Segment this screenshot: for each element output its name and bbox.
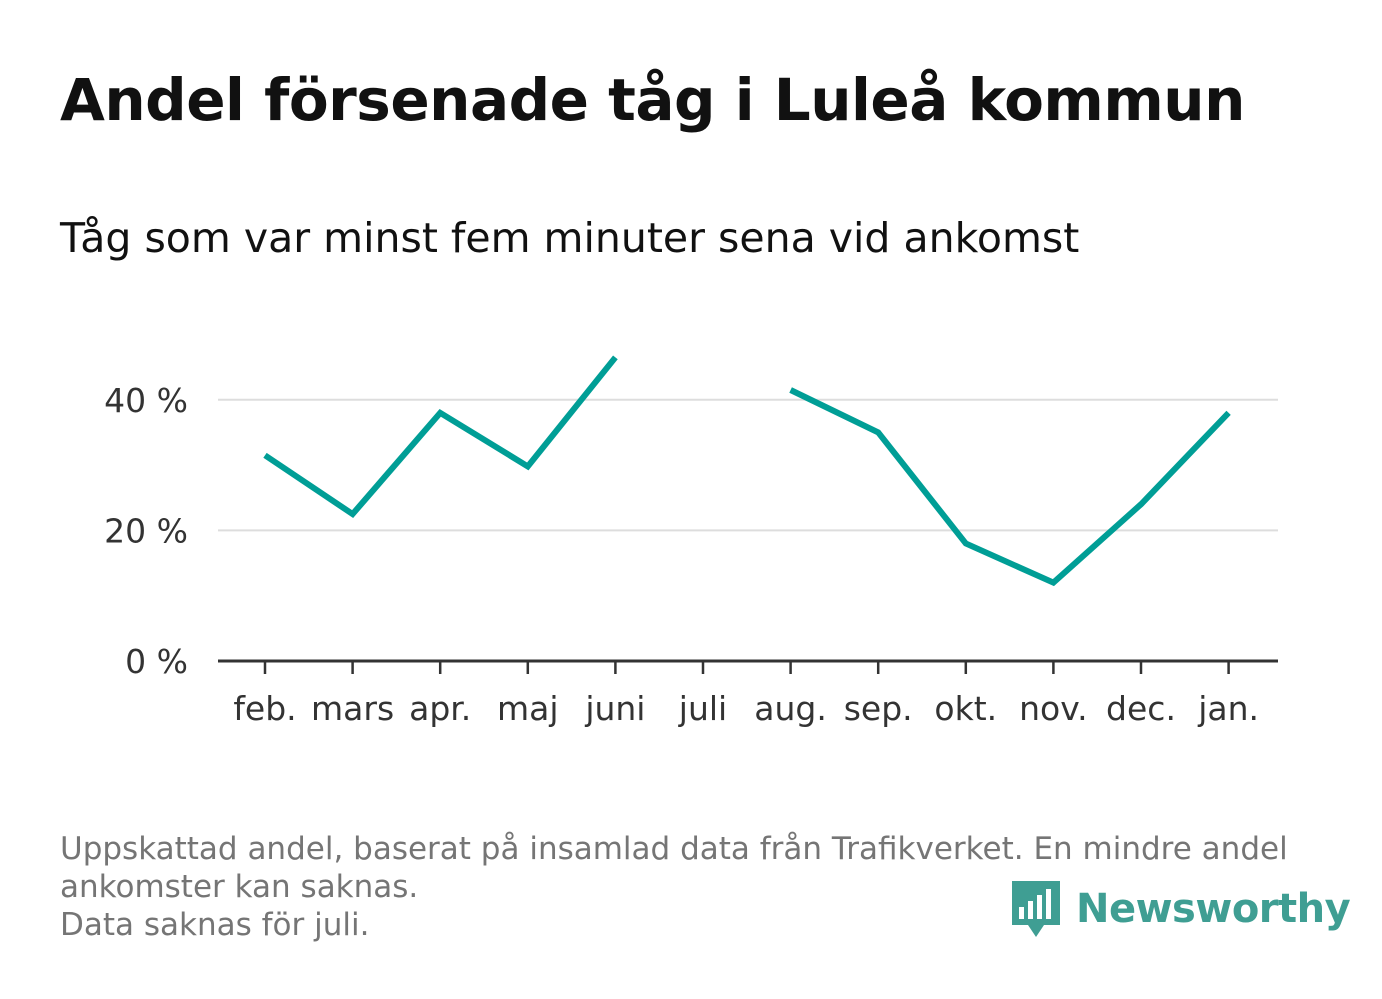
- x-tick-label: nov.: [1019, 689, 1088, 728]
- series-layer: [263, 355, 1231, 587]
- series-line: [263, 355, 618, 519]
- chart-title: Andel försenade tåg i Luleå kommun: [60, 66, 1245, 134]
- y-tick-label: 20 %: [104, 511, 188, 550]
- x-tick-label: sep.: [844, 689, 913, 728]
- series-line: [789, 387, 1231, 587]
- brand-name: Newsworthy: [1076, 886, 1351, 932]
- x-tick-label: dec.: [1106, 689, 1176, 728]
- x-tick-label: apr.: [409, 689, 471, 728]
- grid-lines: [218, 398, 1278, 532]
- y-tick-label: 0 %: [125, 642, 188, 681]
- newsworthy-logo-icon: [1012, 881, 1060, 937]
- x-tick-label: jan.: [1197, 689, 1259, 728]
- footnote: Uppskattad andel, baserat på insamlad da…: [60, 830, 1320, 944]
- x-axis-ticks: feb. mars apr. maj juni juli aug. sep. okt. nov. d…: [233, 661, 1259, 728]
- brand-logo: Newsworthy: [1010, 878, 1351, 940]
- chart-subtitle: Tåg som var minst fem minuter sena vid a…: [60, 214, 1080, 262]
- x-tick-label: feb.: [233, 689, 296, 728]
- x-tick-label: maj: [497, 689, 559, 728]
- x-tick-label: okt.: [934, 689, 997, 728]
- x-tick-label: juli: [678, 689, 727, 728]
- footnote-line: ankomster kan saknas.: [60, 869, 419, 905]
- footnote-line: Uppskattad andel, baserat på insamlad da…: [60, 831, 1288, 867]
- y-tick-label: 40 %: [104, 381, 188, 420]
- footnote-line: Data saknas för juli.: [60, 907, 370, 943]
- x-tick-label: aug.: [754, 689, 827, 728]
- x-tick-label: juni: [584, 689, 645, 728]
- y-axis-ticks: 0 % 20 % 40 %: [104, 381, 188, 681]
- x-tick-label: mars: [311, 689, 394, 728]
